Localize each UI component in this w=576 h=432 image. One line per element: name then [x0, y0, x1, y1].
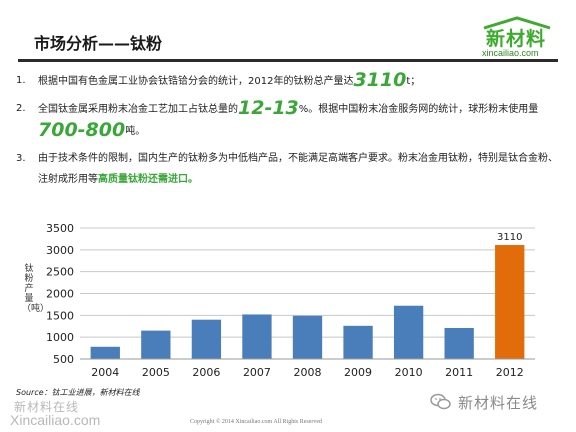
title-divider [18, 59, 558, 62]
bar-2006 [191, 319, 222, 359]
bar-chart-svg: 500 1000 1500 2000 2500 3000 3500 2004 2005 2006 2… [46, 222, 535, 379]
highlight-number: 3110 [353, 69, 407, 91]
watermark-url: Xincailiao.com [10, 412, 101, 428]
bar-2010 [393, 305, 424, 359]
bar-2009 [343, 325, 373, 359]
watermark-text: 新材料在线 [14, 400, 80, 414]
bullet-2: 2. 全国钛金属采用粉末冶金工艺加工占钛总量的12-13%。根据中国粉末冶金服务… [16, 98, 561, 142]
bullet-3: 3. 由于技术条件的限制，国内生产的钛粉多为中低档产品，不能满足高端客户要求。粉… [16, 148, 561, 190]
highlight-number: 12-13 [238, 97, 299, 119]
y-tick-label: 500 [53, 353, 74, 366]
x-tick-label: 2005 [142, 366, 170, 379]
page-title: 市场分析——钛粉 [34, 34, 163, 53]
bullet-number: 3. [16, 153, 26, 164]
data-label: 3110 [497, 232, 522, 243]
source-note: Source：钛工业进展，新材料在线 [16, 388, 140, 397]
house-roof-icon [483, 16, 551, 30]
wechat-account-name: 新材料在线 [458, 393, 539, 412]
bullet-text: 根据中国有色金属工业协会钛锆铪分会的统计，2012年的钛粉总产量达 [38, 76, 354, 87]
bullet-text: %。根据中国粉末冶金服务网的统计，球形粉末使用量 [298, 104, 539, 115]
x-tick-label: 2008 [294, 366, 322, 379]
y-tick-label: 2500 [46, 266, 74, 279]
bullet-1: 1. 根据中国有色金属工业协会钛锆铪分会的统计，2012年的钛粉总产量达3110… [16, 70, 561, 92]
bar-chart: 500 1000 1500 2000 2500 3000 3500 2004 2005 2006 2… [0, 218, 576, 383]
logo-url: xincailiao.com [482, 48, 539, 58]
copyright-text: Copyright © 2014 Xincailiao.com All Righ… [190, 419, 323, 425]
bullet-number: 2. [16, 103, 26, 114]
logo-name: 新材料 [486, 28, 547, 50]
y-tick-label: 1000 [46, 331, 74, 344]
brand-logo: 新材料 xincailiao.com [472, 14, 562, 58]
x-tick-label: 2004 [91, 366, 119, 379]
highlight-text: 高质量钛粉还需进口。 [98, 174, 198, 185]
bar-2011 [444, 327, 474, 359]
bullet-text: 吨。 [125, 126, 146, 137]
wechat-badge: 新材料在线 [430, 392, 538, 412]
x-tick-label: 2007 [243, 366, 271, 379]
bar-2012 [495, 245, 525, 359]
bar-2005 [141, 330, 171, 359]
x-tick-label: 2006 [192, 366, 220, 379]
wechat-icon [430, 393, 451, 410]
x-tick-label: 2009 [344, 366, 372, 379]
y-tick-label: 2000 [46, 288, 74, 301]
bullet-list: 1. 根据中国有色金属工业协会钛锆铪分会的统计，2012年的钛粉总产量达3110… [16, 70, 561, 196]
bar-2004 [90, 346, 120, 359]
highlight-number: 700-800 [38, 119, 126, 141]
y-tick-label: 1500 [46, 309, 74, 322]
y-axis-label: 钛粉产量（吨） [22, 264, 50, 314]
bullet-text: 由于技术条件的限制，国内生产的钛粉多为中低档产品，不能满足高端客户要求。粉末冶金… [38, 153, 558, 185]
bullet-text: t； [406, 76, 421, 87]
y-tick-label: 3000 [46, 244, 74, 257]
bullet-number: 1. [16, 75, 26, 86]
bar-2008 [292, 315, 323, 359]
x-tick-label: 2010 [395, 366, 423, 379]
x-tick-label: 2012 [496, 366, 524, 379]
x-tick-label: 2011 [445, 366, 473, 379]
y-tick-label: 3500 [46, 222, 74, 235]
bar-2007 [242, 314, 272, 359]
bullet-text: 全国钛金属采用粉末冶金工艺加工占钛总量的 [38, 104, 238, 115]
